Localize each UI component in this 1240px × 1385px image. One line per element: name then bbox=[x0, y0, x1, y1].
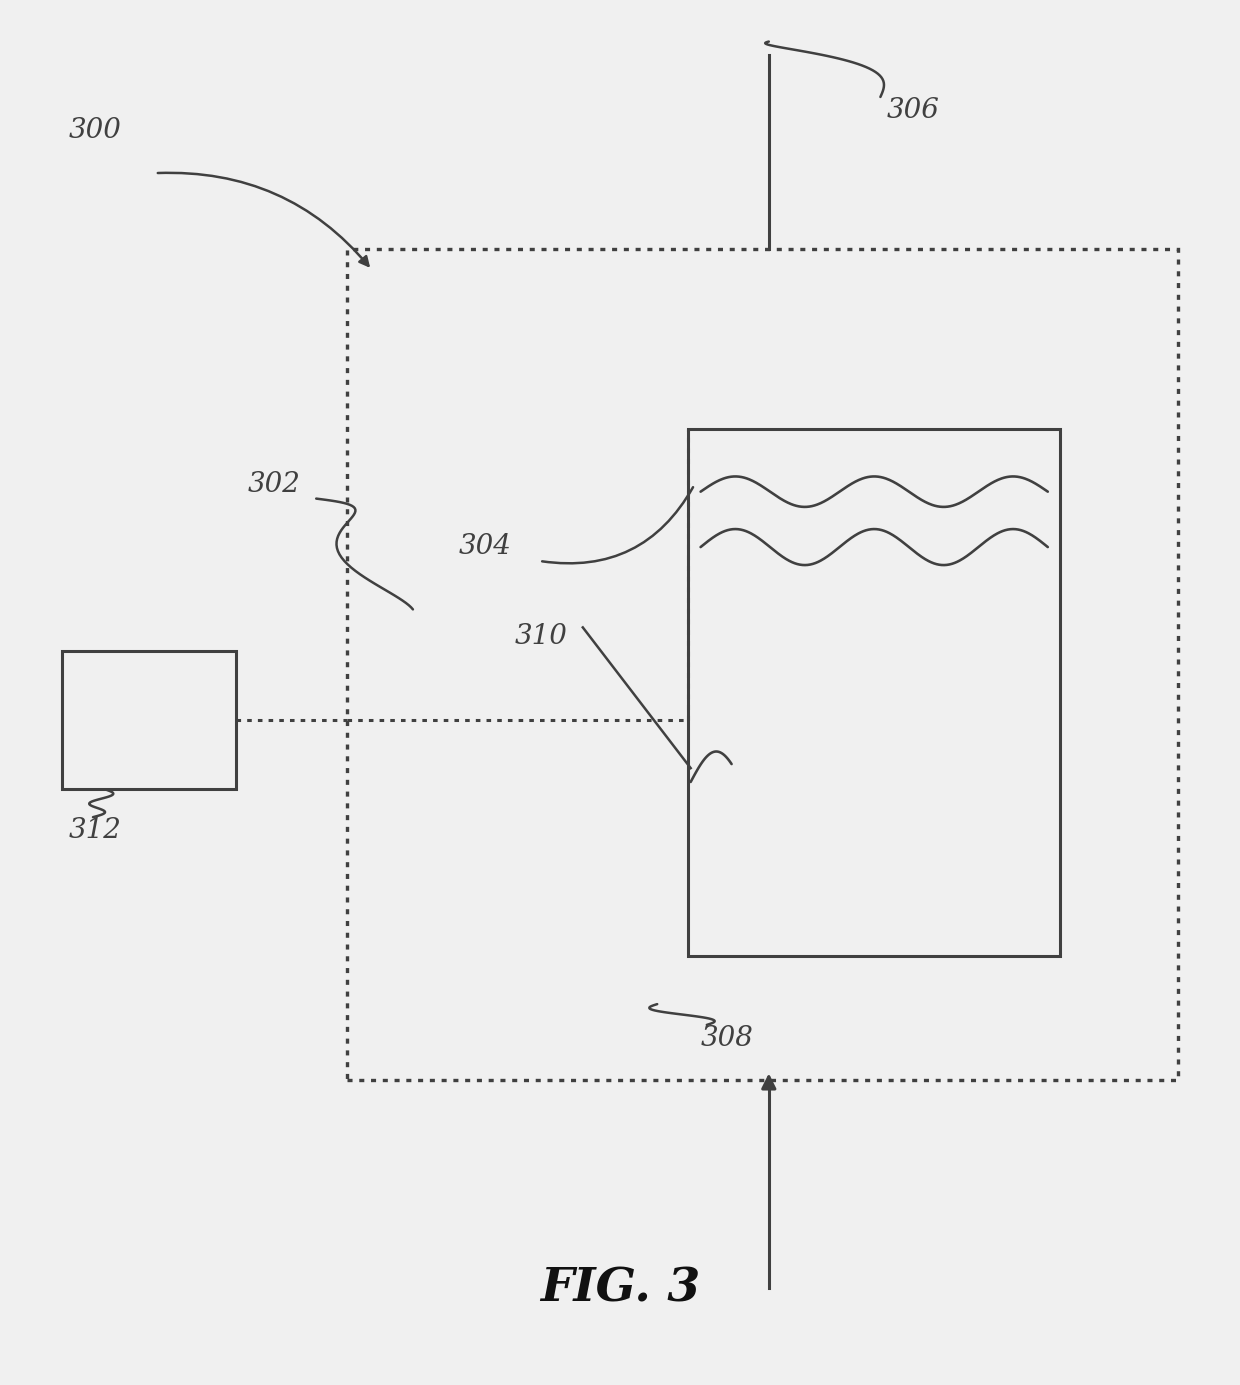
Text: FIG. 3: FIG. 3 bbox=[539, 1265, 701, 1312]
Text: 312: 312 bbox=[68, 817, 122, 843]
Text: 302: 302 bbox=[248, 471, 301, 497]
Bar bbox=[347, 249, 1178, 1080]
Text: 310: 310 bbox=[515, 623, 568, 650]
Bar bbox=[62, 651, 236, 789]
Text: 308: 308 bbox=[701, 1025, 754, 1051]
Text: 306: 306 bbox=[887, 97, 940, 123]
Text: 300: 300 bbox=[68, 118, 122, 144]
Text: 304: 304 bbox=[459, 533, 512, 560]
Bar bbox=[688, 429, 1060, 956]
